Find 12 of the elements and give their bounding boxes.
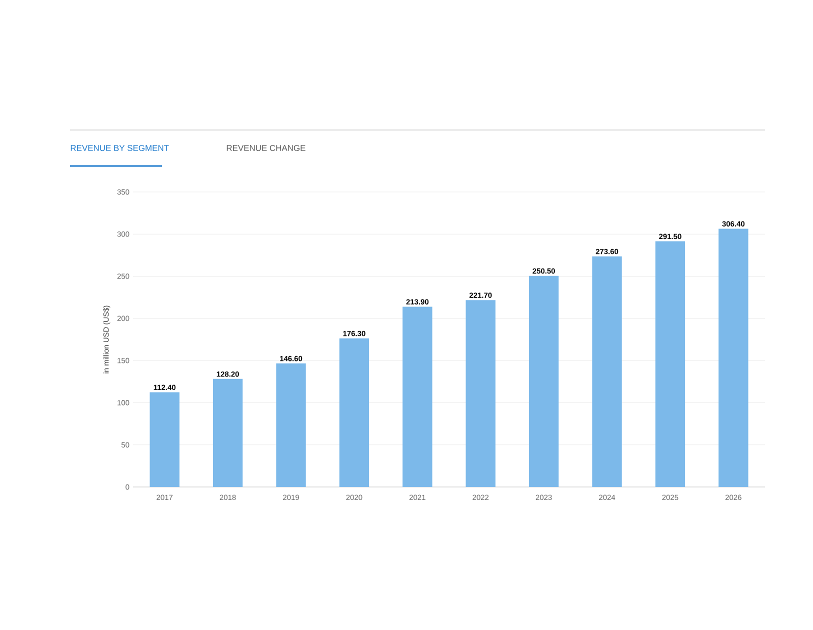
- bar: [592, 256, 622, 487]
- bar: [718, 228, 748, 487]
- chart-subtitle: REVENUE CHANGE: [226, 144, 306, 151]
- bar: [276, 363, 306, 487]
- bar: [466, 300, 496, 487]
- chart-title: REVENUE BY SEGMENT: [70, 144, 169, 151]
- bar: [150, 392, 180, 487]
- bar: [528, 276, 559, 487]
- bar: [402, 306, 432, 487]
- bar: [655, 241, 686, 487]
- bar: [339, 338, 370, 487]
- bar: [212, 378, 243, 487]
